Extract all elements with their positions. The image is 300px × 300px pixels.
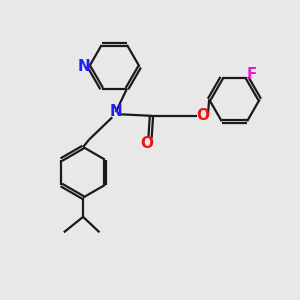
Text: F: F: [246, 67, 257, 82]
Text: N: N: [110, 104, 122, 119]
Text: O: O: [140, 136, 154, 151]
Text: N: N: [77, 59, 90, 74]
Text: O: O: [196, 108, 209, 123]
